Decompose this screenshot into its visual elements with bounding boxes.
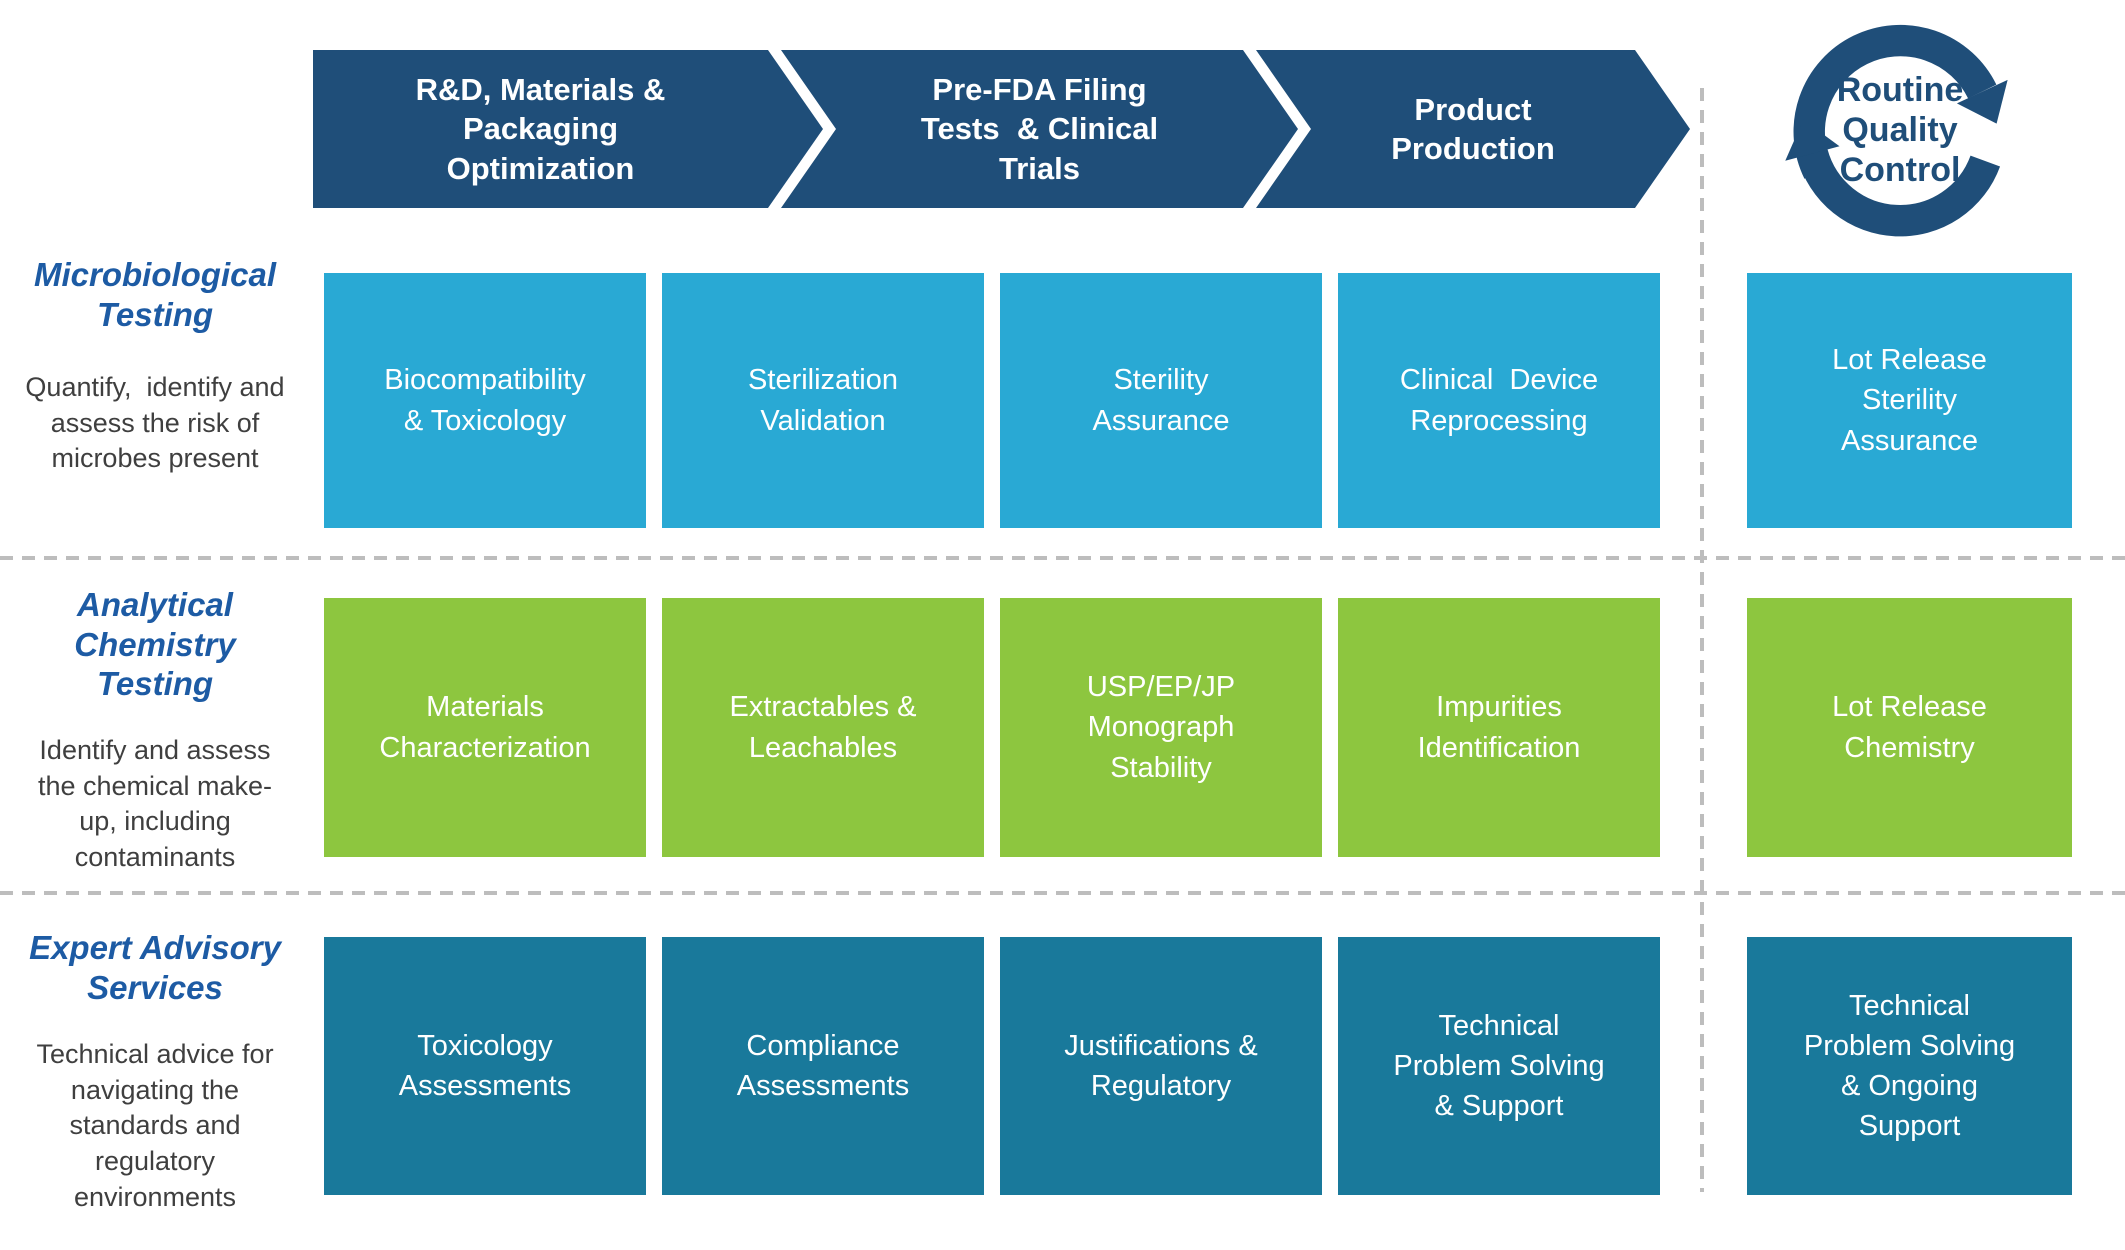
- row-divider-2: [0, 891, 2125, 895]
- phase-arrow-pre-fda-filing: Pre-FDA Filing Tests & Clinical Trials: [781, 50, 1298, 208]
- impurities-identification-cell: Impurities Identification: [1338, 598, 1660, 857]
- cycle-label: Routine Quality Control: [1836, 70, 1964, 190]
- phase-arrow-product-production: Product Production: [1256, 50, 1690, 208]
- row-title-analytical-chemistry: Analytical Chemistry Testing: [74, 586, 236, 703]
- usp-ep-jp-monograph-stability-cell: USP/EP/JP Monograph Stability: [1000, 598, 1322, 857]
- compliance-assessments-cell: Compliance Assessments: [662, 937, 984, 1195]
- qc-column-divider: [1700, 88, 1704, 1192]
- materials-characterization-cell: Materials Characterization: [324, 598, 646, 857]
- lot-release-sterility-assurance-cell: Lot Release Sterility Assurance: [1747, 273, 2072, 528]
- row-divider-1: [0, 556, 2125, 560]
- technical-problem-solving-ongoing-support-cell: Technical Problem Solving & Ongoing Supp…: [1747, 937, 2072, 1195]
- row-title-expert-advisory: Expert Advisory Services: [29, 929, 281, 1006]
- toxicology-assessments-cell: Toxicology Assessments: [324, 937, 646, 1195]
- clinical-device-reprocessing-cell: Clinical Device Reprocessing: [1338, 273, 1660, 528]
- row-description-expert-advisory: Technical advice for navigating the stan…: [36, 1039, 274, 1212]
- row-description-microbiological: Quantify, identify and assess the risk o…: [25, 372, 285, 474]
- justifications-regulatory-cell: Justifications & Regulatory: [1000, 937, 1322, 1195]
- technical-problem-solving-support-cell: Technical Problem Solving & Support: [1338, 937, 1660, 1195]
- circular-arrows-icon: [1785, 24, 2008, 237]
- row-title-microbiological-testing: Microbiological Testing: [33, 256, 277, 333]
- biocompatibility-toxicology-cell: Biocompatibility & Toxicology: [324, 273, 646, 528]
- extractables-leachables-cell: Extractables & Leachables: [662, 598, 984, 857]
- phase-arrow-rd-materials-packaging: R&D, Materials & Packaging Optimization: [313, 50, 823, 208]
- sterility-assurance-cell: Sterility Assurance: [1000, 273, 1322, 528]
- sterilization-validation-cell: Sterilization Validation: [662, 273, 984, 528]
- routine-quality-control-cycle: Routine Quality Control: [1772, 0, 2028, 260]
- row-description-analytical-chemistry: Identify and assess the chemical make- u…: [37, 735, 273, 872]
- lot-release-chemistry-cell: Lot Release Chemistry: [1747, 598, 2072, 857]
